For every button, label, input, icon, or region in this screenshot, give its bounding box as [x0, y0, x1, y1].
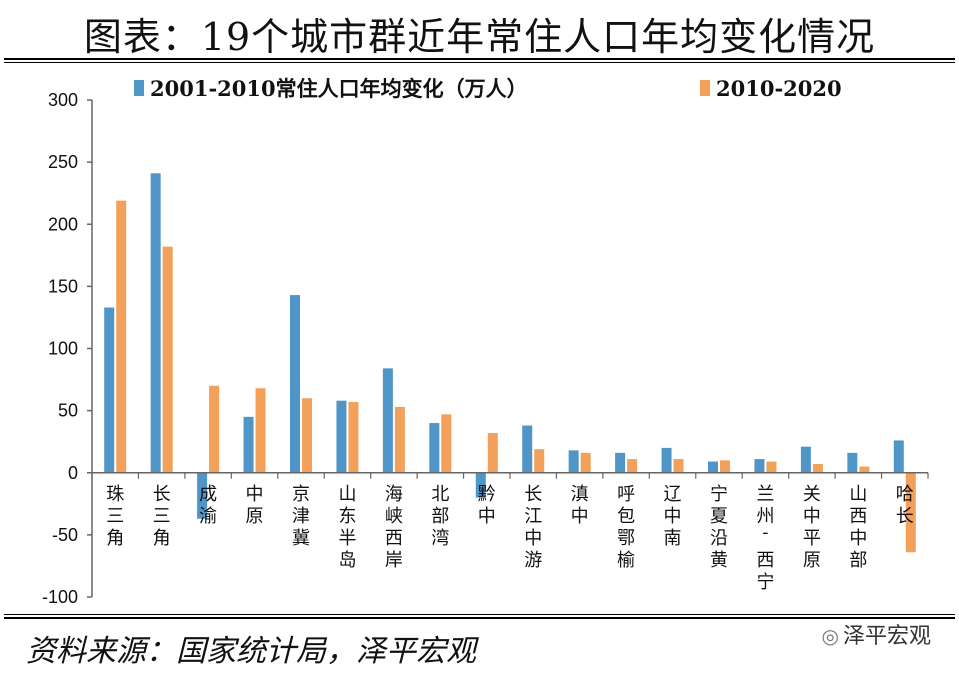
y-axis: 300 250 200 150 100 50 0 -50 -100 [42, 90, 93, 607]
category-label: 哈长 [896, 484, 914, 527]
legend-swatch-series2 [700, 80, 710, 96]
bar-series2-5 [348, 401, 359, 473]
y-tick-label: 100 [48, 339, 78, 359]
bar-series2-0 [116, 200, 127, 473]
legend-label-series2: 2010-2020 [716, 76, 842, 101]
category-label: 辽中南 [664, 484, 682, 549]
bottom-rule [4, 614, 955, 615]
x-axis [91, 472, 929, 479]
bar-series2-3 [255, 388, 266, 473]
y-tick-label: 50 [58, 401, 78, 421]
category-label: 珠三角 [106, 484, 124, 549]
y-tick-label: 0 [68, 463, 78, 483]
bar-series1-14 [754, 459, 765, 473]
y-tick-label: -50 [52, 525, 78, 545]
bar-series2-17 [905, 472, 916, 553]
category-label: 长三角 [153, 484, 171, 549]
category-label: 滇中 [571, 484, 589, 527]
bottom-rule-thick [4, 617, 955, 619]
y-tick-label: 250 [48, 152, 78, 172]
bar-series1-13 [708, 461, 718, 473]
category-label: 宁夏沿黄 [710, 484, 728, 571]
bar-series2-15 [812, 464, 823, 473]
bar-series2-13 [720, 460, 730, 473]
bar-series2-8 [487, 432, 498, 473]
bar-series1-8 [475, 472, 486, 498]
y-tick-label: 300 [48, 90, 78, 110]
y-tick-label: 200 [48, 214, 78, 234]
bar-series1-5 [336, 400, 347, 473]
bar-series1-2 [197, 472, 208, 519]
legend-swatch-series1 [134, 80, 144, 96]
category-label: 海峡西岸 [385, 484, 403, 571]
bar-series1-10 [568, 450, 579, 473]
category-label: 山东半岛 [338, 484, 356, 571]
watermark-text: 泽平宏观 [842, 624, 931, 649]
category-label: 北部湾 [431, 484, 449, 549]
bar-chart: 2001-2010常住人口年均变化（万人） 2010-2020 300 250 200… [42, 76, 929, 607]
chart-legend: 2001-2010常住人口年均变化（万人） 2010-2020 [134, 76, 842, 101]
bar-series1-6 [382, 368, 393, 473]
bar-series1-15 [800, 446, 811, 473]
category-label: 京津冀 [292, 484, 310, 549]
watermark: ◎ 泽平宏观 [822, 618, 931, 650]
bar-series1-17 [893, 440, 904, 473]
bar-series1-12 [661, 447, 672, 473]
page-title: 图表：19个城市群近年常住人口年均变化情况 [83, 15, 876, 59]
top-rule [4, 58, 955, 60]
bar-series1-4 [290, 295, 300, 473]
source-note: 资料来源：国家统计局，泽平宏观 [26, 634, 476, 669]
bar-series1-3 [243, 416, 254, 473]
bar-series2-12 [673, 459, 684, 473]
bar-series2-10 [580, 452, 591, 473]
bar-series2-7 [441, 414, 452, 473]
category-label: 关中平原 [803, 484, 821, 571]
bar-series1-9 [522, 425, 533, 473]
bar-series2-9 [534, 449, 545, 473]
bar-series1-16 [847, 452, 858, 473]
category-label: 中原 [246, 484, 264, 527]
bar-series2-4 [302, 398, 312, 473]
category-label: 黔中 [478, 484, 496, 527]
bar-series1-11 [615, 452, 626, 473]
legend-label-series1: 2001-2010常住人口年均变化（万人） [150, 76, 528, 101]
category-label: 呼包鄂榆 [617, 484, 635, 571]
bar-series1-0 [104, 307, 115, 473]
bars [104, 173, 916, 553]
bar-series2-6 [394, 406, 405, 473]
category-label: 兰州-西宁 [756, 484, 774, 593]
category-label: 山西中部 [849, 484, 867, 571]
y-tick-label: -100 [42, 587, 78, 607]
bar-series1-1 [150, 173, 161, 473]
bar-series2-14 [766, 461, 777, 473]
bar-series2-16 [859, 466, 870, 473]
wechat-icon: ◎ [821, 624, 839, 648]
bar-series2-2 [209, 385, 220, 473]
bar-series2-1 [162, 246, 173, 473]
top-rule-thin [4, 62, 955, 63]
y-tick-label: 150 [48, 276, 78, 296]
bar-series1-7 [429, 423, 440, 473]
category-label: 长江中游 [524, 484, 542, 571]
bar-series2-11 [627, 459, 638, 473]
category-label: 成渝 [199, 484, 217, 527]
